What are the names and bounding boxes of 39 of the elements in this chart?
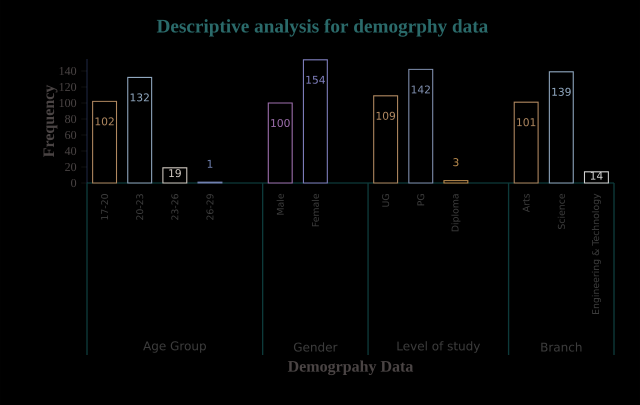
x-tick-label: Female: [312, 194, 319, 226]
text: Branch: [541, 342, 582, 352]
x-tick-label: 20-23: [136, 194, 144, 220]
data-label: 3: [453, 158, 458, 166]
data-label: 132: [130, 93, 149, 102]
text: Level of study: [397, 341, 480, 353]
x-tick-label: UG: [382, 194, 390, 207]
data-label: 109: [376, 112, 396, 120]
y-tick-label: 100: [60, 98, 76, 108]
x-tick-label: Science: [558, 194, 565, 229]
data-label: 100: [271, 118, 290, 128]
x-tick-label: Engineering & Technology: [592, 194, 601, 314]
data-label: 102: [96, 117, 114, 126]
data-label: 142: [412, 85, 430, 94]
y-tick-label: 0: [71, 178, 76, 188]
x-tick-label: 17-20: [101, 194, 108, 220]
text: Gender: [294, 342, 338, 352]
y-tick-label: 120: [60, 82, 76, 92]
x-tick-label: Male: [276, 194, 284, 215]
x-tick-label: Diploma: [451, 194, 460, 232]
y-tick-label: 40: [64, 146, 76, 156]
text: Age Group: [143, 341, 206, 353]
x-axis-title: Demogrpahy Data: [288, 360, 414, 376]
y-tick-label: 140: [60, 66, 76, 76]
x-tick-label: Arts: [522, 194, 530, 212]
y-tick-label: 20: [65, 162, 76, 172]
y-tick-label: 80: [65, 114, 76, 124]
x-tick-label: 26-29: [206, 194, 214, 220]
x-tick-label: PG: [417, 194, 424, 206]
y-tick-label: 60: [65, 130, 76, 140]
x-tick-label: 23-26: [171, 194, 178, 220]
chart-title: Descriptive analysis for demogrphy data: [156, 18, 488, 37]
y-axis-title: Frequency: [44, 84, 58, 158]
data-label: 1: [208, 160, 212, 168]
data-label: 19: [169, 169, 181, 178]
data-label: 101: [517, 118, 536, 126]
data-label: 139: [552, 88, 571, 96]
data-label: 14: [590, 172, 603, 180]
data-label: 154: [306, 76, 325, 84]
